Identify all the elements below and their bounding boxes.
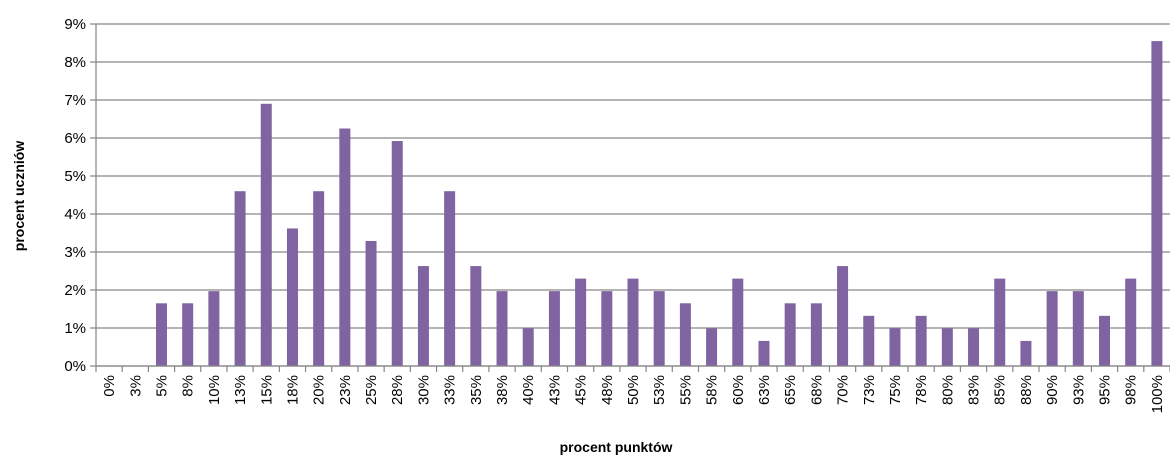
bar [1072, 291, 1084, 366]
bar [810, 303, 822, 366]
x-tick-label: 3% [127, 375, 144, 397]
x-tick-label: 78% [913, 375, 930, 405]
x-tick-label: 58% [704, 375, 721, 405]
x-tick-label: 18% [284, 375, 301, 405]
y-tick-label: 6% [64, 130, 86, 147]
bar [365, 240, 377, 366]
x-tick-label: 15% [258, 375, 275, 405]
x-tick-label: 8% [180, 375, 197, 397]
bar [732, 278, 744, 366]
bar [260, 103, 272, 367]
bar [182, 303, 194, 366]
bar [444, 191, 456, 366]
x-tick-label: 35% [468, 375, 485, 405]
bar [234, 191, 246, 366]
y-tick-label: 5% [64, 168, 86, 185]
y-tick-label: 0% [64, 358, 86, 375]
y-tick-labels: 0% 1% 2% 3% 4% 5% 6% 7% 8% 9% [64, 16, 86, 375]
x-tick-label: 88% [1018, 375, 1035, 405]
x-tick-label: 83% [966, 375, 983, 405]
bar [496, 291, 508, 366]
x-tick-label: 30% [415, 375, 432, 405]
x-tick-label: 38% [494, 375, 511, 405]
bar [941, 328, 953, 366]
bar [994, 278, 1006, 366]
bar [313, 191, 325, 366]
y-tick-label: 1% [64, 320, 86, 337]
x-tick-label: 45% [573, 375, 590, 405]
x-tick-label: 95% [1097, 375, 1114, 405]
bar [1125, 278, 1137, 366]
x-tick-label: 0% [101, 375, 118, 397]
x-tick-label: 13% [232, 375, 249, 405]
x-tick-label: 100% [1149, 375, 1166, 413]
y-tick-label: 3% [64, 244, 86, 261]
bar [1099, 315, 1111, 366]
bar [758, 340, 770, 366]
x-tick-label: 85% [992, 375, 1009, 405]
x-tick-label: 10% [206, 375, 223, 405]
bar [915, 315, 927, 366]
y-tick-label: 4% [64, 206, 86, 223]
bar [391, 141, 403, 366]
bar [889, 328, 901, 366]
y-tick-label: 2% [64, 282, 86, 299]
bar [470, 266, 482, 366]
bar [706, 328, 718, 366]
x-tick-label: 53% [651, 375, 668, 405]
bar [575, 278, 587, 366]
x-tick-labels: 0% 3% 5% 8% 10% 13% 15% 18% 20% 23% 25% 28% 30% 33% 35… [101, 375, 1166, 413]
x-tick-label: 28% [389, 375, 406, 405]
x-tick-label: 40% [520, 375, 537, 405]
x-tick-label: 50% [625, 375, 642, 405]
x-axis-title: procent punktów [560, 439, 673, 455]
bar [968, 328, 980, 366]
bar [1020, 340, 1032, 366]
bar [784, 303, 796, 366]
x-tick-label: 98% [1123, 375, 1140, 405]
x-tick-label: 68% [808, 375, 825, 405]
bars [155, 41, 1163, 367]
bar [627, 278, 639, 366]
x-tick-label: 5% [153, 375, 170, 397]
bar [339, 128, 351, 366]
bar [679, 303, 691, 366]
axes [95, 24, 1170, 372]
x-tick-label: 60% [730, 375, 747, 405]
x-tick-label: 25% [363, 375, 380, 405]
x-tick-label: 70% [835, 375, 852, 405]
x-tick-label: 75% [887, 375, 904, 405]
x-tick-label: 90% [1044, 375, 1061, 405]
bar [653, 291, 665, 366]
x-tick-label: 48% [599, 375, 616, 405]
bar [1151, 41, 1163, 366]
y-tick-label: 7% [64, 92, 86, 109]
x-tick-label: 80% [939, 375, 956, 405]
bar [601, 291, 613, 366]
bar [208, 291, 220, 366]
x-tick-label: 73% [861, 375, 878, 405]
x-tick-label: 63% [756, 375, 773, 405]
x-tick-label: 20% [311, 375, 328, 405]
bar [286, 228, 298, 366]
bar [155, 303, 167, 366]
bar [522, 328, 534, 366]
x-tick-label: 65% [782, 375, 799, 405]
bar [837, 266, 849, 366]
bar [548, 291, 560, 366]
x-tick-label: 23% [337, 375, 354, 405]
x-tick-label: 55% [677, 375, 694, 405]
bar [863, 315, 875, 366]
x-tick-label: 33% [442, 375, 459, 405]
x-tick-label: 93% [1070, 375, 1087, 405]
y-tick-label: 8% [64, 54, 86, 71]
y-axis-title: procent uczniów [11, 141, 27, 252]
x-tick-label: 43% [546, 375, 563, 405]
y-tick-label: 9% [64, 16, 86, 33]
bar [417, 266, 429, 366]
bar [1046, 291, 1058, 366]
